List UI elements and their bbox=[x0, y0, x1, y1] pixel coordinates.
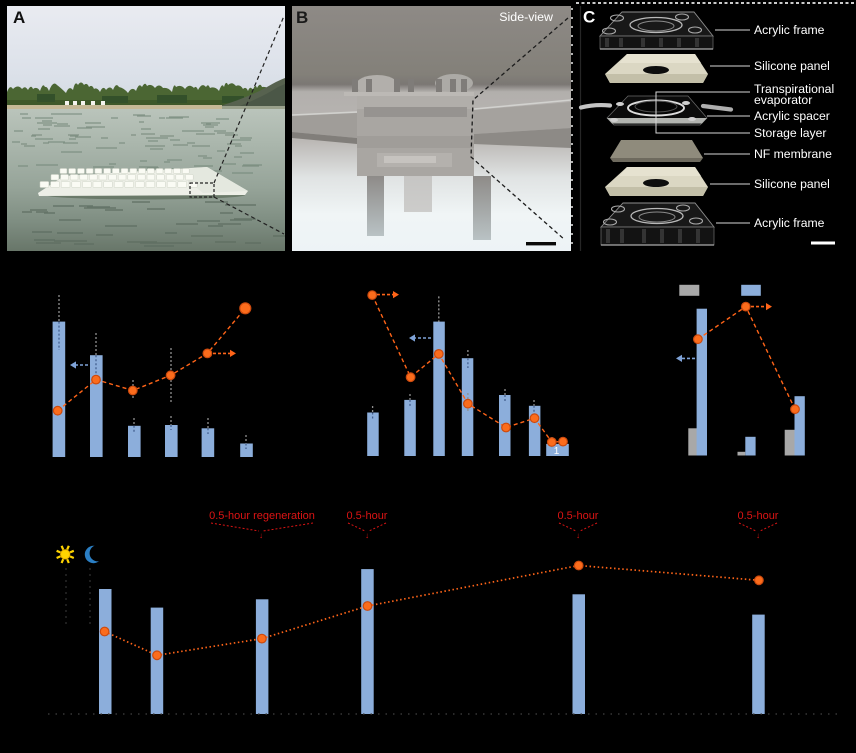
svg-text:↓: ↓ bbox=[365, 531, 369, 540]
svg-text:Acrylic spacer: Acrylic spacer bbox=[754, 109, 830, 123]
svg-text:1: 1 bbox=[554, 446, 560, 457]
svg-text:Transpirational: Transpirational bbox=[754, 82, 834, 96]
svg-text:↓: ↓ bbox=[259, 531, 263, 540]
svg-text:Storage layer: Storage layer bbox=[754, 126, 827, 140]
svg-text:0.5-hour: 0.5-hour bbox=[738, 510, 779, 522]
svg-text:Silicone panel: Silicone panel bbox=[754, 177, 830, 191]
svg-text:↓: ↓ bbox=[756, 531, 760, 540]
svg-text:Acrylic frame: Acrylic frame bbox=[754, 23, 825, 37]
svg-text:Acrylic frame: Acrylic frame bbox=[754, 216, 825, 230]
svg-text:NF membrane: NF membrane bbox=[754, 147, 832, 161]
svg-text:C: C bbox=[583, 8, 595, 27]
svg-text:Silicone panel: Silicone panel bbox=[754, 59, 830, 73]
svg-text:↓: ↓ bbox=[576, 531, 580, 540]
svg-text:0.5-hour: 0.5-hour bbox=[347, 510, 388, 522]
svg-text:0.5-hour regeneration: 0.5-hour regeneration bbox=[209, 510, 315, 522]
svg-text:evaporator: evaporator bbox=[754, 93, 812, 107]
svg-text:0.5-hour: 0.5-hour bbox=[558, 510, 599, 522]
